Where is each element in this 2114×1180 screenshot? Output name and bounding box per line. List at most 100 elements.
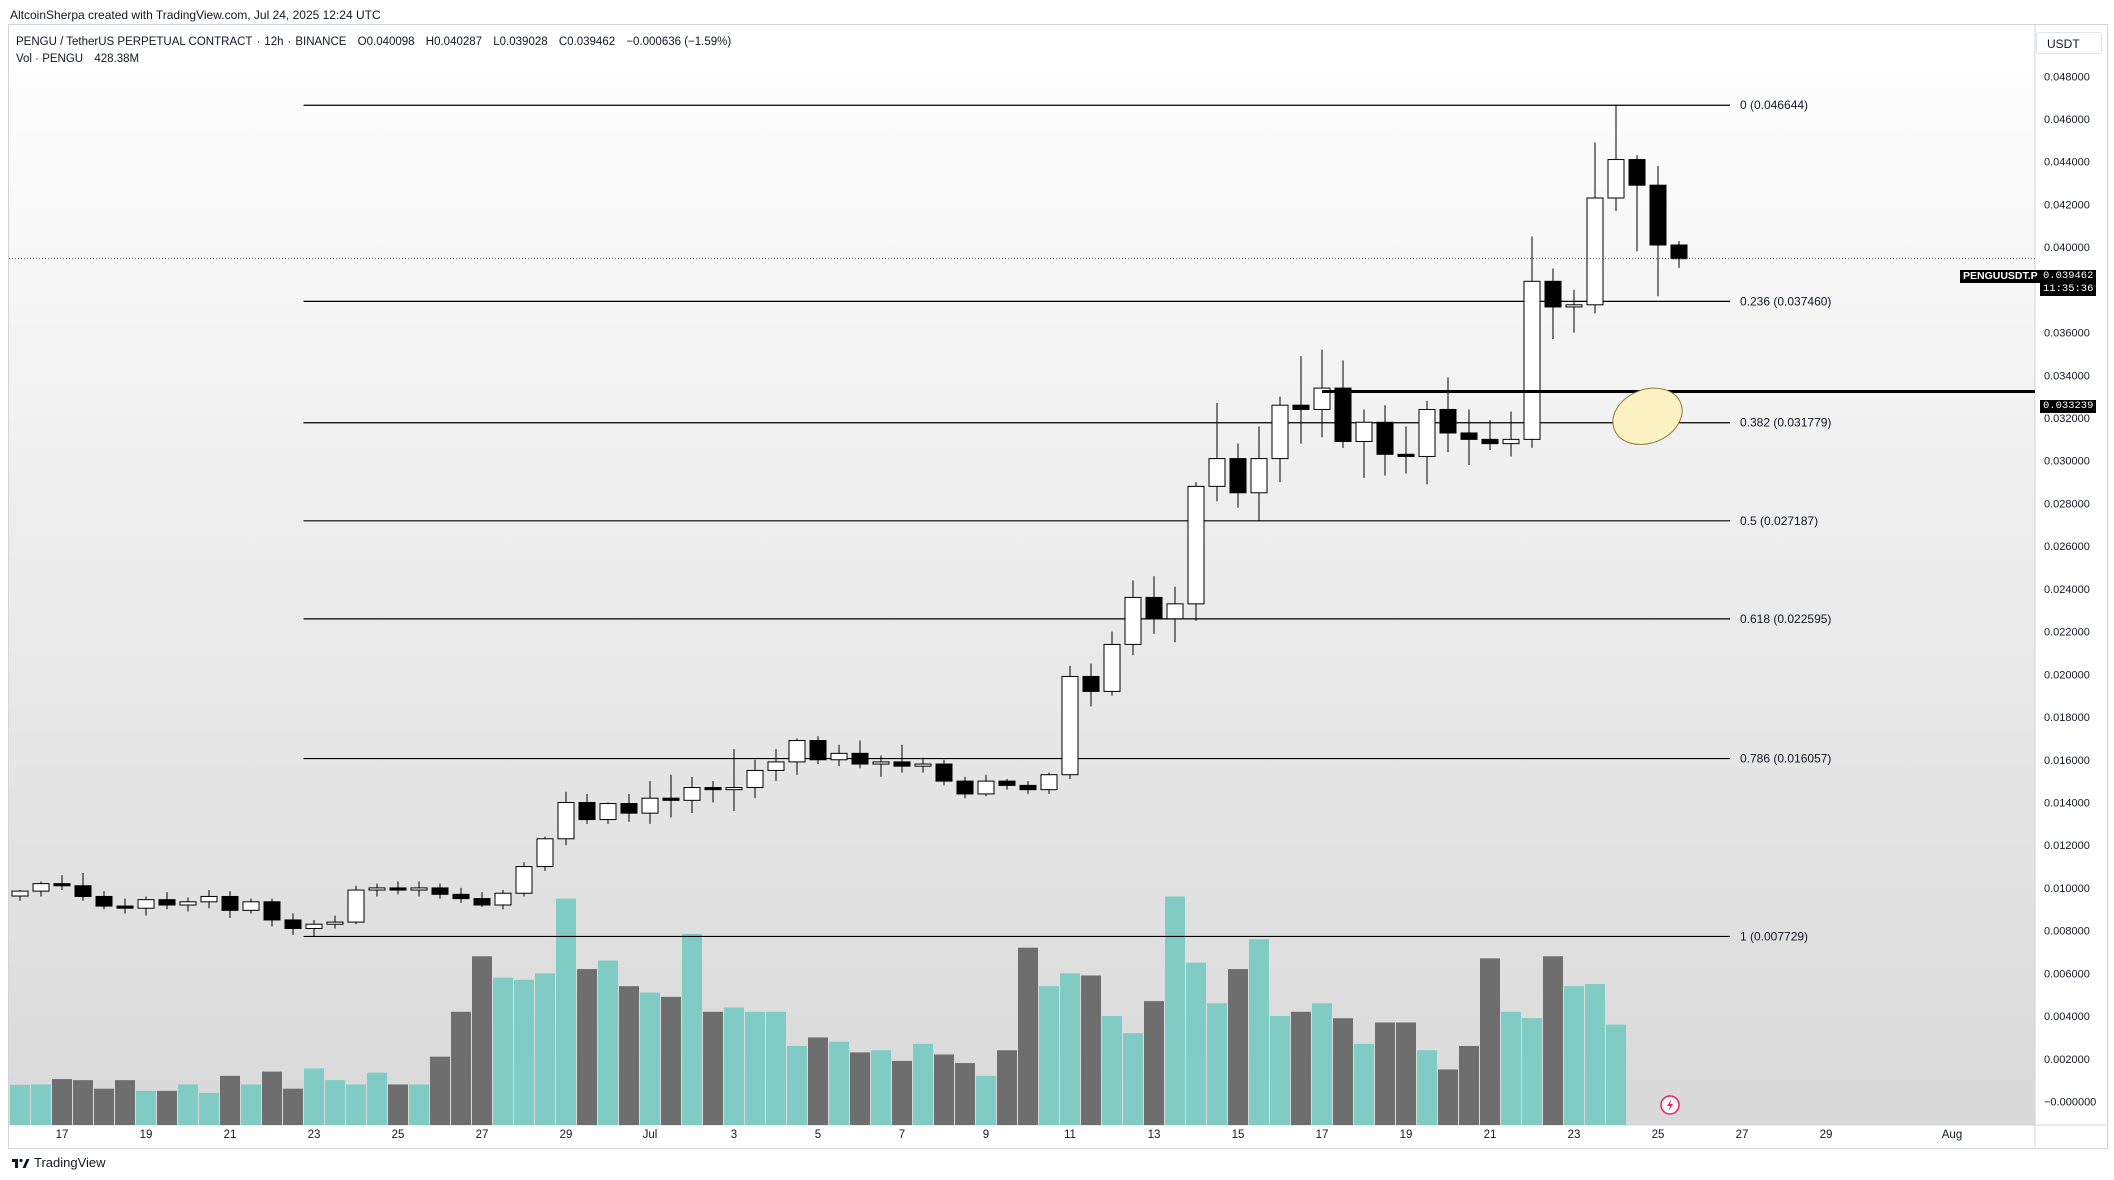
candle-body [515,866,533,894]
price-tick-label: 0.020000 [2044,669,2090,681]
candle-body [1061,675,1079,776]
volume-bar [955,1063,975,1125]
candle-body [179,901,197,906]
price-tick-label: 0.014000 [2044,797,2090,809]
legend-volume-value: 428.38M [94,53,140,65]
volume-bar [1459,1045,1479,1125]
time-tick-label: 25 [392,1129,405,1141]
candle-body [347,889,365,923]
candle-body [1271,404,1289,460]
volume-bar [430,1056,450,1125]
candle-body [1670,244,1688,260]
volume-bar [1417,1050,1437,1125]
candle-body [1481,438,1499,445]
price-tick-label: 0.046000 [2044,114,2090,126]
fib-level-label: 0.618 (0.022595) [1740,612,1831,626]
volume-bar [136,1090,156,1125]
time-tick-label: 27 [476,1129,489,1141]
volume-bar [115,1080,135,1125]
volume-bar [1270,1016,1290,1125]
currency-button[interactable]: USDT [2036,32,2102,54]
volume-bar [871,1050,891,1125]
volume-bar [1123,1033,1143,1125]
candle-body [116,905,134,909]
candle-body [1355,421,1373,443]
candle-body [95,895,113,907]
volume-bar [1543,956,1563,1125]
volume-bar [577,969,597,1125]
volume-bar [997,1050,1017,1125]
time-axis: 17 19 21 23 25 27 29 Jul 3 5 7 9 11 13 15 17 19 21 23 25 27 2… [56,1129,1963,1141]
fib-level-label: 0.236 (0.037460) [1740,294,1831,308]
price-tick-label: 0.036000 [2044,328,2090,340]
price-tick-label: 0.008000 [2044,926,2090,938]
candle-body [11,890,29,897]
volume-bar [241,1084,261,1125]
legend-volume-label: Vol · PENGU [16,53,84,65]
time-tick-label: 23 [308,1129,321,1141]
volume-bar [1438,1069,1458,1125]
volume-bar [514,979,534,1125]
candle-body [1376,421,1394,455]
fibonacci-retracement: 0 (0.046644) 0.236 (0.037460) 0.382 (0.031… [303,98,1831,943]
candle-body [1397,453,1415,457]
volume-bar [220,1075,240,1125]
legend-high: H0.040287 [425,36,483,48]
candle-body [578,801,596,821]
price-tick-label: 0.042000 [2044,199,2090,211]
volume-bar [325,1080,345,1125]
volume-bar [409,1084,429,1125]
volume-bar [808,1037,828,1125]
price-tick-label: 0.024000 [2044,584,2090,596]
volume-bar [934,1054,954,1125]
candle-body [662,797,680,801]
time-tick-label: 27 [1736,1129,1749,1141]
alert-icon[interactable] [1660,1095,1680,1115]
price-tick-label: 0.002000 [2044,1054,2090,1066]
volume-bar [1165,896,1185,1125]
volume-bar [178,1084,198,1125]
legend-open: O0.040098 [357,36,415,48]
time-tick-label: 25 [1652,1129,1665,1141]
candle-body [851,752,869,765]
candle-body [1418,408,1436,457]
candle-body [1082,675,1100,692]
volume-bars [10,896,1626,1125]
candle-body [809,740,827,761]
time-tick-label: 3 [731,1129,737,1141]
candle-body [74,885,92,897]
candle-body [536,838,554,868]
chart-frame [8,24,2108,1149]
volume-bar [367,1072,387,1125]
fib-level-label: 0.382 (0.031779) [1740,416,1831,430]
candle-body [1586,197,1604,306]
candle-body [1124,596,1142,645]
candle-body [1460,432,1478,440]
candle-body [830,752,848,761]
volume-bar [1144,1001,1164,1125]
price-tick-label: 0.012000 [2044,840,2090,852]
volume-bar [1291,1011,1311,1125]
candle-body [473,898,491,906]
candle-body [1292,404,1310,410]
time-tick-label: 5 [815,1129,821,1141]
time-tick-label: 9 [983,1129,989,1141]
volume-bar [598,960,618,1125]
price-tick-label: 0.040000 [2044,242,2090,254]
candle-body [599,803,617,821]
volume-bar [766,1011,786,1125]
volume-bar [661,996,681,1125]
candle-body [1040,774,1058,791]
legend-symbol[interactable]: PENGU / TetherUS PERPETUAL CONTRACT [16,36,253,48]
candle-body [767,761,785,771]
volume-bar [1207,1003,1227,1125]
price-tick-label: 0.016000 [2044,755,2090,767]
candle-body [305,923,323,929]
price-tick-label: 0.006000 [2044,968,2090,980]
candle-body [431,887,449,895]
candle-body [1439,408,1457,434]
chart-background [9,25,2035,1125]
tradingview-brand: TradingView [12,1155,106,1170]
time-tick-label: 23 [1568,1129,1581,1141]
